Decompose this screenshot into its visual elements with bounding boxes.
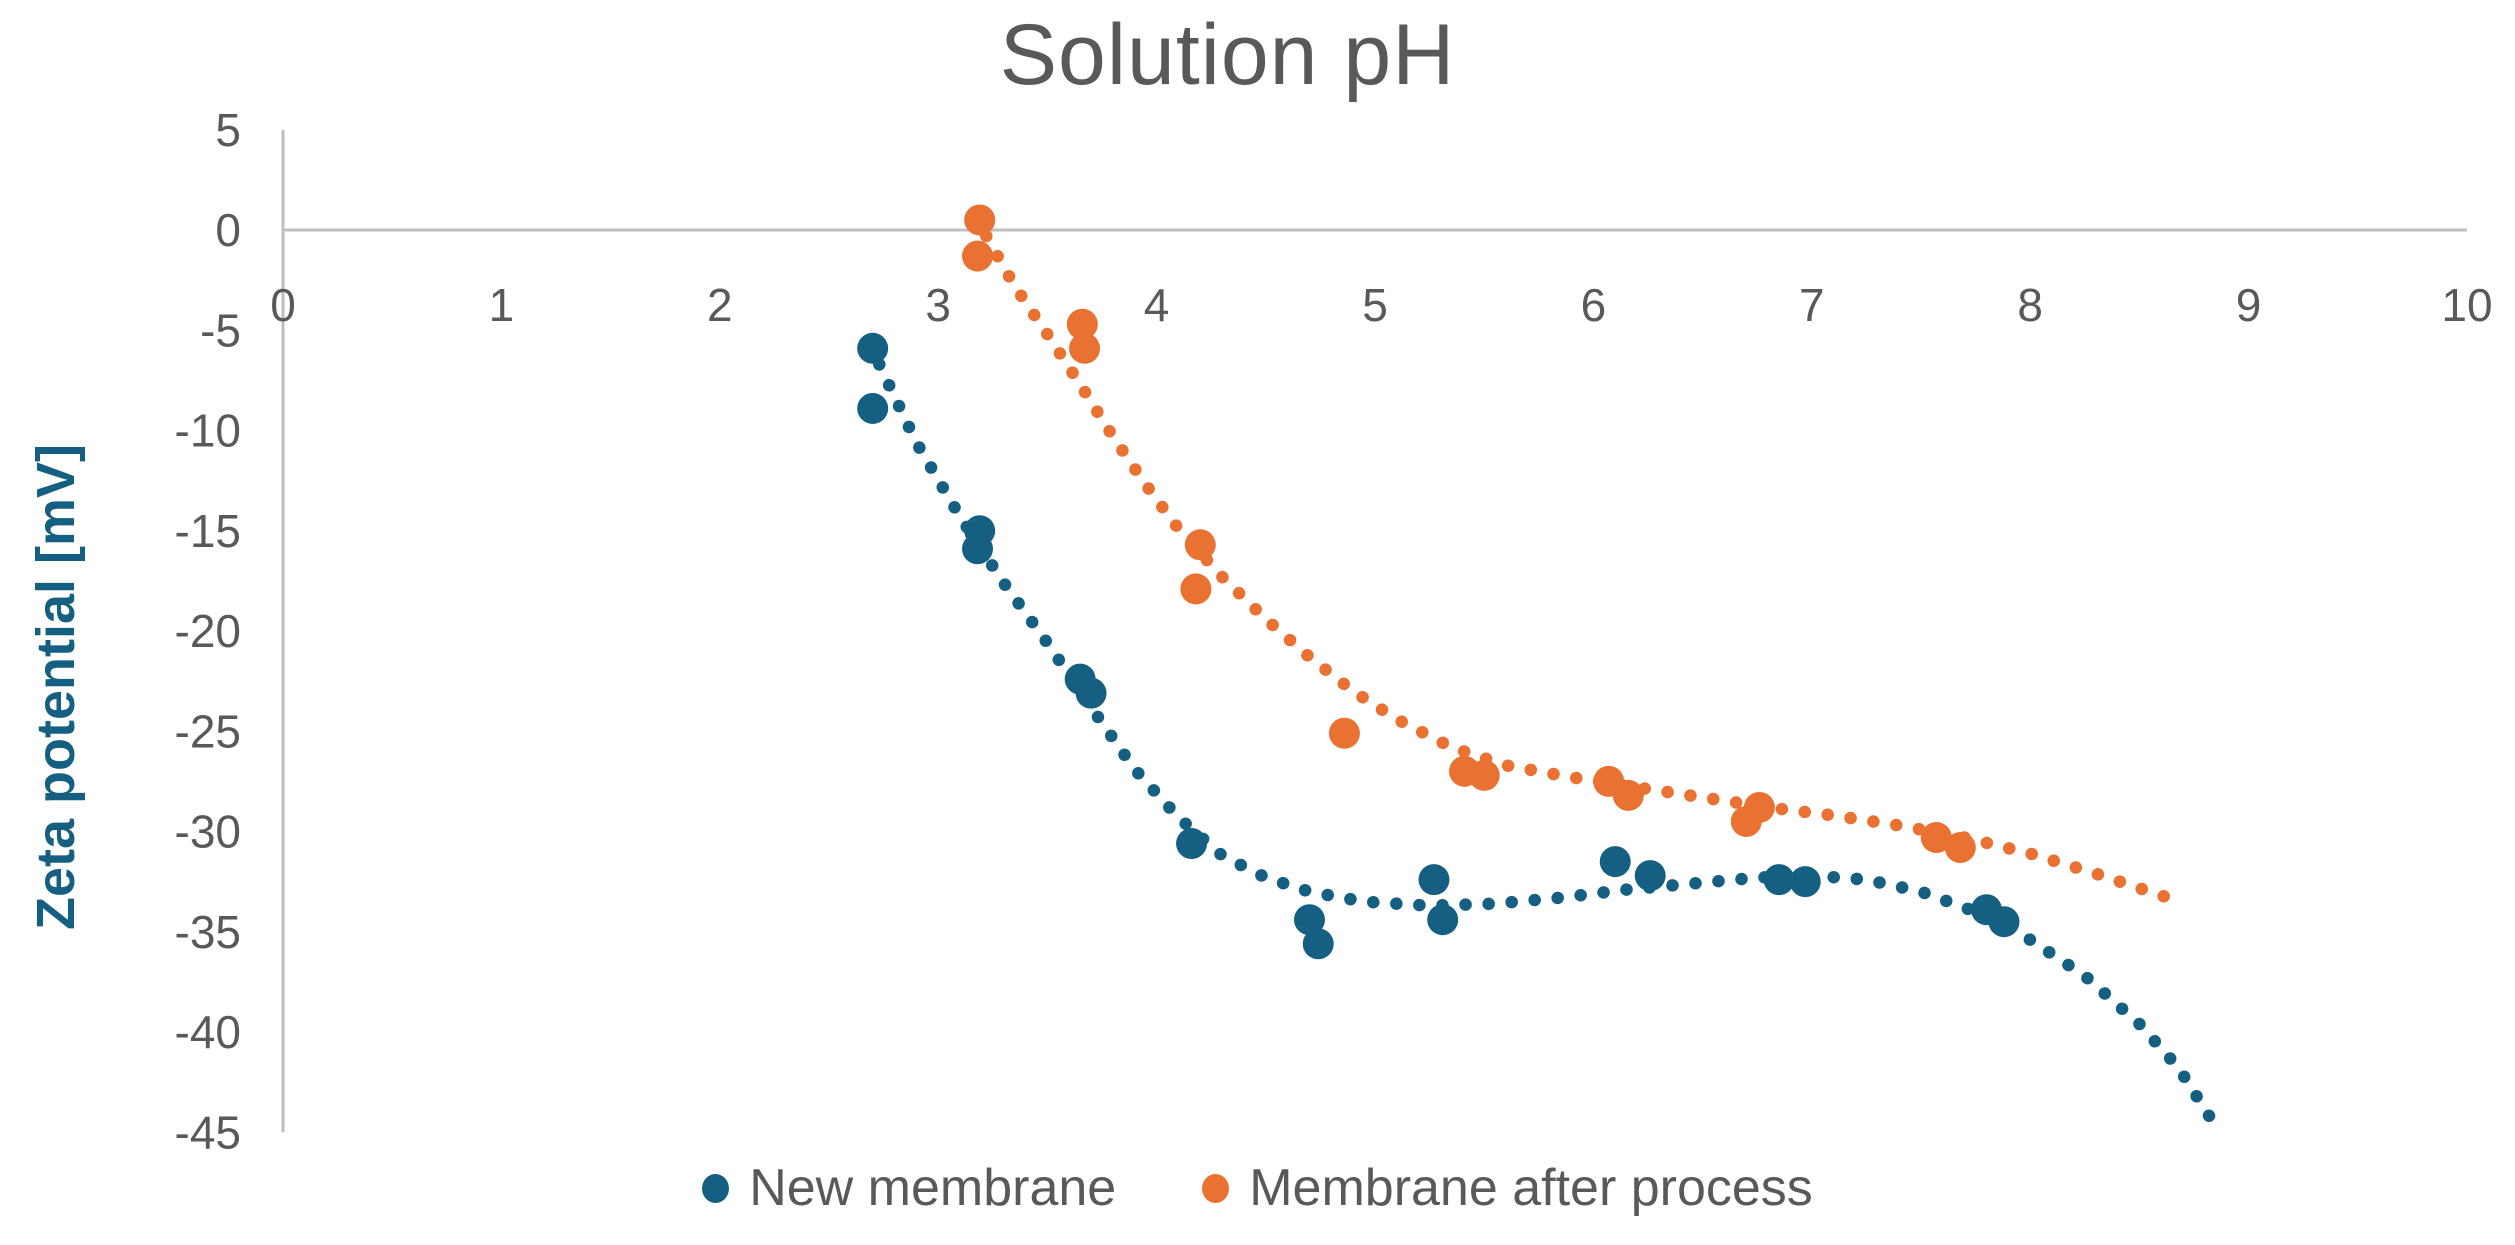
chart-title: Solution pH: [999, 7, 1456, 103]
membrane-after-process-marker-icon: [1202, 1173, 1230, 1203]
data-point-new-membrane: [1302, 928, 1334, 960]
y-tick-label: 5: [215, 104, 241, 156]
x-tick-label: 9: [2236, 279, 2262, 331]
data-point-membrane-after-process: [1468, 759, 1500, 791]
x-tick-label: 4: [1144, 279, 1170, 331]
data-point-membrane-after-process: [1180, 573, 1212, 605]
legend-item-new-membrane: New membrane: [702, 1158, 1116, 1218]
data-point-membrane-after-process: [1920, 822, 1952, 854]
x-tick-label: 5: [1362, 279, 1388, 331]
data-point-new-membrane: [1763, 864, 1795, 896]
y-tick-label: 0: [215, 204, 241, 256]
y-tick-label: -5: [200, 304, 241, 356]
data-point-new-membrane: [1418, 864, 1450, 896]
x-tick-label: 7: [1799, 279, 1825, 331]
y-tick-label: -35: [175, 906, 241, 958]
data-point-membrane-after-process: [1612, 779, 1644, 811]
trendline-new-membrane: [872, 358, 2216, 1123]
data-point-new-membrane: [1599, 846, 1631, 878]
data-point-membrane-after-process: [1328, 717, 1360, 749]
y-tick-label: -10: [175, 405, 241, 457]
legend-label: New membrane: [749, 1159, 1117, 1217]
data-point-new-membrane: [1988, 906, 2020, 938]
data-point-new-membrane: [1427, 904, 1459, 936]
x-tick-label: 2: [707, 279, 733, 331]
y-tick-label: -40: [175, 1006, 241, 1058]
x-tick-label: 6: [1581, 279, 1607, 331]
legend-label: Membrane after process: [1249, 1159, 1813, 1217]
data-point-new-membrane: [1789, 866, 1821, 898]
data-point-new-membrane: [1176, 828, 1208, 860]
data-point-membrane-after-process: [964, 204, 996, 236]
data-point-membrane-after-process: [1730, 805, 1762, 837]
y-tick-label: -15: [175, 505, 241, 557]
data-point-membrane-after-process: [1066, 308, 1098, 340]
data-point-new-membrane: [1075, 677, 1107, 709]
x-tick-label: 8: [2017, 279, 2043, 331]
data-point-membrane-after-process: [1184, 529, 1216, 561]
new-membrane-marker-icon: [702, 1173, 730, 1203]
y-tick-label: -45: [175, 1106, 241, 1158]
x-tick-label: 1: [489, 279, 515, 331]
data-point-new-membrane: [962, 533, 994, 565]
data-point-new-membrane: [857, 332, 889, 364]
data-point-new-membrane: [857, 392, 889, 424]
data-point-membrane-after-process: [962, 240, 994, 272]
data-point-new-membrane: [1293, 904, 1325, 936]
legend: New membrane Membrane after process: [0, 1148, 2515, 1228]
data-point-membrane-after-process: [1944, 832, 1976, 864]
x-tick-label: 0: [270, 279, 296, 331]
trendline-membrane-after-process: [979, 229, 2175, 904]
data-point-membrane-after-process: [1069, 332, 1101, 364]
y-tick-label: -20: [175, 605, 241, 657]
y-tick-label: -30: [175, 806, 241, 858]
data-point-new-membrane: [1634, 860, 1666, 892]
x-tick-label: 10: [2441, 279, 2492, 331]
legend-item-membrane-after-process: Membrane after process: [1202, 1158, 1813, 1218]
y-tick-label: -25: [175, 705, 241, 757]
x-tick-label: 3: [925, 279, 951, 331]
